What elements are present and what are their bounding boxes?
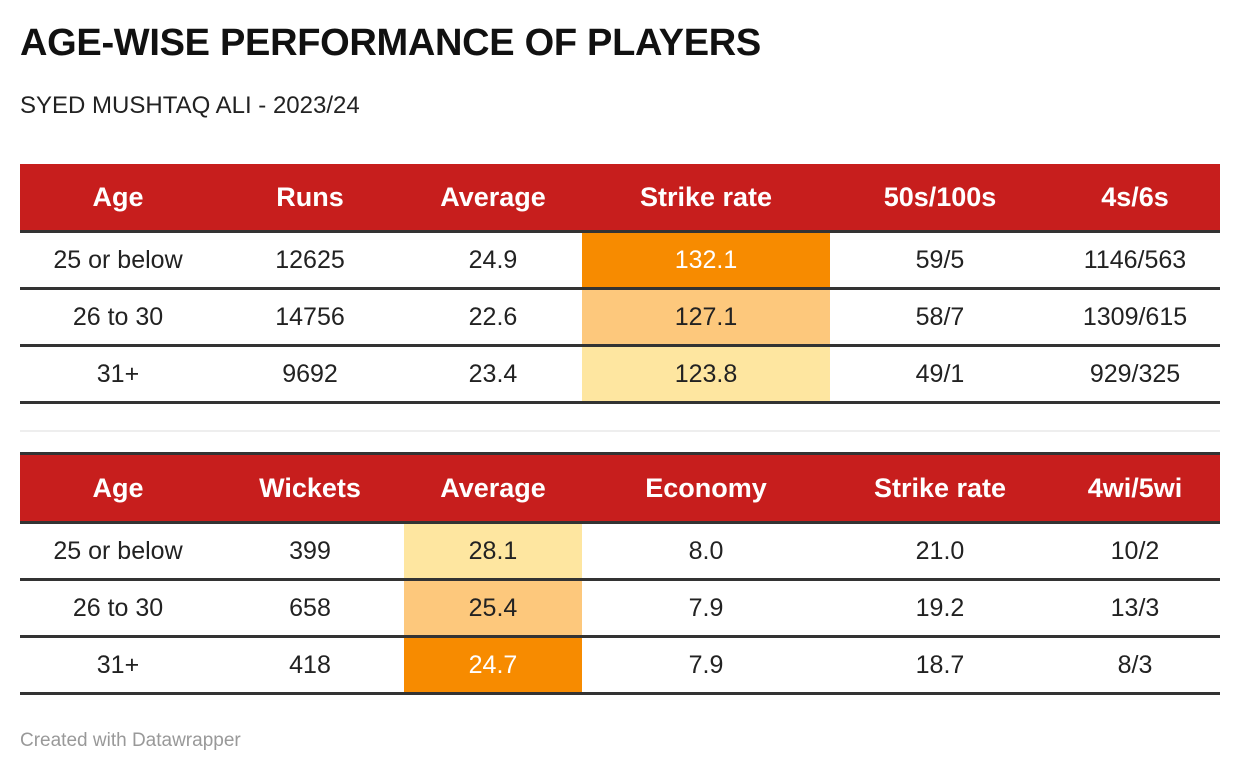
bowling-table: Age Wickets Average Economy Strike rate … bbox=[20, 452, 1220, 695]
batting-table: Age Runs Average Strike rate 50s/100s 4s… bbox=[20, 164, 1220, 404]
highlight-cell: 123.8 bbox=[582, 344, 830, 404]
table-row: 31+ 418 24.7 7.9 18.7 8/3 bbox=[20, 635, 1220, 695]
cell: 23.4 bbox=[404, 344, 582, 404]
cell: 49/1 bbox=[830, 344, 1050, 404]
highlight-cell: 28.1 bbox=[404, 521, 582, 581]
divider bbox=[20, 430, 1220, 432]
highlight-cell: 24.7 bbox=[404, 635, 582, 695]
column-header: Age bbox=[20, 453, 216, 524]
cell: 21.0 bbox=[830, 521, 1050, 581]
cell: 25 or below bbox=[20, 521, 216, 581]
cell: 399 bbox=[216, 521, 404, 581]
table-row: 26 to 30 658 25.4 7.9 19.2 13/3 bbox=[20, 578, 1220, 638]
cell: 59/5 bbox=[830, 230, 1050, 290]
cell: 58/7 bbox=[830, 287, 1050, 347]
cell: 25 or below bbox=[20, 230, 216, 290]
cell: 31+ bbox=[20, 344, 216, 404]
cell: 18.7 bbox=[830, 635, 1050, 695]
cell: 13/3 bbox=[1050, 578, 1220, 638]
header-row: Age Wickets Average Economy Strike rate … bbox=[20, 453, 1220, 524]
table-row: 25 or below 399 28.1 8.0 21.0 10/2 bbox=[20, 521, 1220, 581]
cell: 7.9 bbox=[582, 578, 830, 638]
highlight-cell: 132.1 bbox=[582, 230, 830, 290]
column-header: Strike rate bbox=[582, 164, 830, 233]
column-header: 4s/6s bbox=[1050, 164, 1220, 233]
cell: 26 to 30 bbox=[20, 578, 216, 638]
cell: 31+ bbox=[20, 635, 216, 695]
column-header: 50s/100s bbox=[830, 164, 1050, 233]
highlight-cell: 127.1 bbox=[582, 287, 830, 347]
cell: 1309/615 bbox=[1050, 287, 1220, 347]
column-header: Runs bbox=[216, 164, 404, 233]
column-header: Average bbox=[404, 164, 582, 233]
column-header: Age bbox=[20, 164, 216, 233]
cell: 929/325 bbox=[1050, 344, 1220, 404]
cell: 658 bbox=[216, 578, 404, 638]
cell: 22.6 bbox=[404, 287, 582, 347]
column-header: Wickets bbox=[216, 453, 404, 524]
cell: 26 to 30 bbox=[20, 287, 216, 347]
cell: 10/2 bbox=[1050, 521, 1220, 581]
footer-credit[interactable]: Created with Datawrapper bbox=[20, 730, 241, 751]
column-header: Average bbox=[404, 453, 582, 524]
column-header: Economy bbox=[582, 453, 830, 524]
table-row: 31+ 9692 23.4 123.8 49/1 929/325 bbox=[20, 344, 1220, 404]
highlight-cell: 25.4 bbox=[404, 578, 582, 638]
table-row: 26 to 30 14756 22.6 127.1 58/7 1309/615 bbox=[20, 287, 1220, 347]
cell: 8.0 bbox=[582, 521, 830, 581]
cell: 9692 bbox=[216, 344, 404, 404]
header-row: Age Runs Average Strike rate 50s/100s 4s… bbox=[20, 164, 1220, 233]
cell: 14756 bbox=[216, 287, 404, 347]
column-header: 4wi/5wi bbox=[1050, 453, 1220, 524]
chart-title: AGE-WISE PERFORMANCE OF PLAYERS bbox=[20, 22, 761, 64]
cell: 8/3 bbox=[1050, 635, 1220, 695]
cell: 418 bbox=[216, 635, 404, 695]
column-header: Strike rate bbox=[830, 453, 1050, 524]
cell: 7.9 bbox=[582, 635, 830, 695]
cell: 1146/563 bbox=[1050, 230, 1220, 290]
table-row: 25 or below 12625 24.9 132.1 59/5 1146/5… bbox=[20, 230, 1220, 290]
cell: 24.9 bbox=[404, 230, 582, 290]
cell: 12625 bbox=[216, 230, 404, 290]
chart-subtitle: SYED MUSHTAQ ALI - 2023/24 bbox=[20, 92, 360, 119]
cell: 19.2 bbox=[830, 578, 1050, 638]
